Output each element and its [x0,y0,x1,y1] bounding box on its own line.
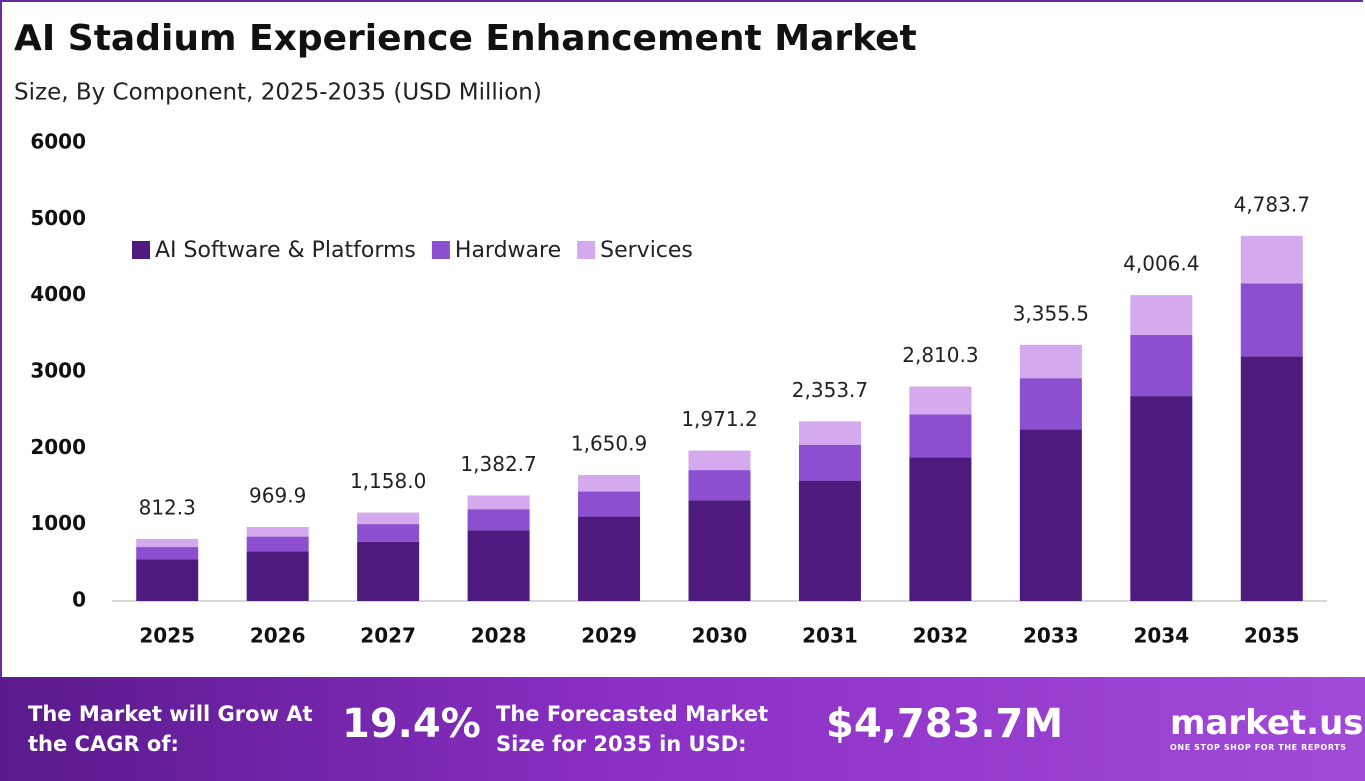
y-tick-label: 6000 [30,130,86,154]
bar-segment [578,491,641,517]
x-tick-label: 2027 [360,624,416,648]
bar-segment [688,500,751,601]
bar-segment [357,512,420,525]
bar-segment [1019,344,1082,379]
brand: market.us [1170,703,1364,743]
total-label: 4,783.7 [1234,192,1310,216]
bar-segment [1019,378,1082,430]
x-tick-label: 2029 [581,624,637,648]
x-tick-label: 2031 [802,624,858,648]
y-tick-label: 0 [72,588,86,612]
y-tick-label: 4000 [30,282,86,306]
bar-segment [688,450,751,471]
bar-segment [246,551,309,601]
footer-banner: The Market will Grow At the CAGR of: 19.… [0,677,1365,781]
y-tick-label: 3000 [30,359,86,383]
y-tick-label: 1000 [30,511,86,535]
bar-segment [1240,283,1303,357]
total-label: 4,006.4 [1123,252,1199,276]
x-tick-label: 2030 [692,624,748,648]
bar-segment [1240,235,1303,284]
bar-segment [578,516,641,601]
cagr-value: 19.4% [342,701,481,747]
bar-segment [1130,295,1193,335]
chart-subtitle: Size, By Component, 2025-2035 (USD Milli… [14,80,542,106]
bar-segment [909,457,972,601]
total-label: 2,353.7 [792,378,868,402]
bar-segment [798,444,861,481]
x-tick-label: 2034 [1133,624,1189,648]
bar-segment [357,524,420,542]
bar-segment [1019,429,1082,601]
y-tick-label: 5000 [30,206,86,230]
bar-segment [246,526,309,537]
y-tick-label: 2000 [30,435,86,459]
legend-swatch [577,241,596,259]
x-tick-label: 2028 [471,624,527,648]
chart: AI Stadium Experience Enhancement Market… [14,18,1327,648]
bar-segment [798,421,861,445]
total-label: 1,650.9 [571,431,647,455]
total-label: 812.3 [139,495,196,519]
legend-label: Services [600,238,693,263]
bar-segment [246,536,309,552]
total-label: 1,971.2 [681,407,757,431]
total-label: 2,810.3 [902,343,978,367]
bar-segment [357,541,420,601]
x-tick-label: 2035 [1244,624,1300,648]
bar-segment [467,509,530,531]
legend-swatch [431,241,450,259]
x-tick-label: 2033 [1023,624,1079,648]
bar-segment [1130,334,1193,397]
bar-segment [136,538,199,548]
bar-segment [467,495,530,510]
bar-segment [909,386,972,415]
bar-segment [578,474,641,492]
bar-segment [136,547,199,560]
legend-label: Hardware [455,238,561,263]
tagline: ONE STOP SHOP FOR THE REPORTS [1170,743,1347,752]
forecast-value: $4,783.7M [826,701,1064,747]
cagr-text: The Market will Grow At the CAGR of: [28,702,313,756]
bar-segment [467,530,530,601]
bar-segment [909,414,972,458]
x-tick-label: 2032 [913,624,969,648]
bar-segment [136,559,199,601]
bar-segment [1240,356,1303,601]
forecast-text: The Forecasted Market Size for 2035 in U… [496,702,769,756]
total-label: 3,355.5 [1013,301,1089,325]
x-tick-label: 2025 [139,624,195,648]
legend-swatch [132,241,150,259]
bar-segment [688,470,751,501]
bar-segment [1130,396,1193,601]
total-label: 969.9 [249,483,306,507]
x-tick-label: 2026 [250,624,306,648]
total-label: 1,382.7 [460,452,536,476]
chart-title: AI Stadium Experience Enhancement Market [14,18,917,59]
total-label: 1,158.0 [350,469,426,493]
bar-segment [798,480,861,601]
legend-label: AI Software & Platforms [155,238,416,263]
